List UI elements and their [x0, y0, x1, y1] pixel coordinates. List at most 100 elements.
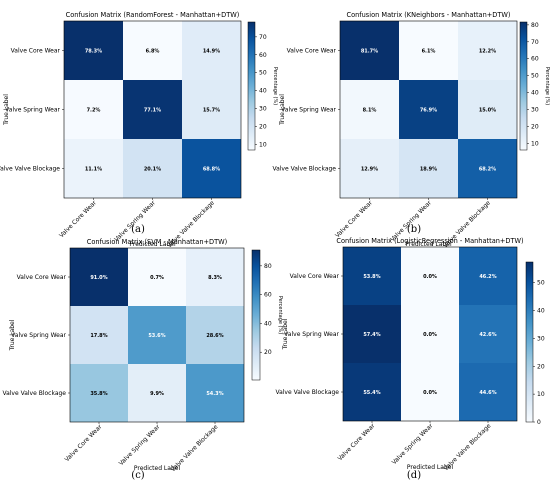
colorbar-tick-label: 50 [259, 70, 267, 77]
cell-value-label: 17.8% [90, 333, 107, 339]
x-tick-label: Valve Spring Wear [118, 423, 162, 467]
colorbar-tick-label: 40 [537, 308, 545, 315]
cell-value-label: 8.1% [363, 108, 377, 114]
colorbar-tick-label: 30 [537, 335, 545, 342]
colorbar-tick-label: 70 [531, 39, 539, 46]
x-axis-label: Predicted Label [405, 241, 452, 248]
x-tick-label: Valve Core Wear [337, 422, 377, 462]
y-tick-label: Valve Spring Wear [281, 107, 336, 114]
colorbar-tick-label: 0 [537, 419, 541, 426]
x-tick-label: Valve Core Wear [64, 423, 104, 463]
y-tick-label: Valve Core Wear [17, 274, 67, 281]
x-tick-label: Valve Core Wear [334, 199, 374, 239]
chart-title: Confusion Matrix (LogisticRegression - M… [336, 237, 523, 245]
y-axis-label: True Label [279, 94, 286, 126]
cell-value-label: 0.0% [423, 274, 437, 280]
heatmap-cell [459, 305, 517, 363]
cell-value-label: 68.2% [479, 167, 496, 173]
heatmap-cell [340, 80, 399, 139]
colorbar-tick-label: 40 [264, 320, 272, 327]
x-axis-label: Predicted Label [407, 464, 454, 471]
x-axis-label: Predicted Label [134, 465, 181, 472]
cell-value-label: 20.1% [144, 167, 161, 173]
heatmap-cell [458, 80, 517, 139]
cell-value-label: 12.9% [361, 167, 378, 173]
cell-value-label: 6.1% [422, 49, 436, 55]
colorbar-tick-label: 60 [259, 52, 267, 59]
heatmap-cell [70, 306, 128, 364]
caption-b: (b) [406, 224, 422, 235]
heatmap-cell [459, 363, 517, 421]
colorbar-tick-label: 50 [537, 280, 545, 287]
heatmap-cell [186, 364, 244, 422]
y-axis-label: True Label [282, 318, 289, 350]
colorbar [251, 249, 261, 381]
cell-value-label: 11.1% [85, 167, 102, 173]
colorbar-tick-label: 20 [531, 123, 539, 130]
heatmap-cell [343, 305, 401, 363]
y-tick-label: Valve Spring Wear [284, 331, 339, 338]
y-tick-label: Valve Core Wear [290, 273, 340, 280]
colorbar-label: Percentage (%) [277, 296, 283, 334]
colorbar-tick-label: 10 [531, 140, 539, 147]
cell-value-label: 57.4% [363, 332, 380, 338]
cell-value-label: 0.0% [423, 390, 437, 396]
colorbar-tick-label: 70 [259, 34, 267, 41]
colorbar-label: Percentage (%) [272, 67, 278, 105]
colorbar-tick-label: 10 [259, 141, 267, 148]
heatmap-cell [399, 21, 458, 80]
heatmap-cell [70, 248, 128, 306]
y-tick-label: Valve Spring Wear [11, 332, 66, 339]
y-tick-label: Valve Core Wear [287, 48, 337, 55]
colorbar-tick-label: 20 [264, 349, 272, 356]
heatmap-cell [70, 364, 128, 422]
heatmap-cell [182, 139, 241, 198]
colorbar-tick-label: 60 [264, 292, 272, 299]
confusion-matrix-3: Confusion Matrix (SVM - Manhattan+DTW) 91… [2, 238, 283, 473]
cell-value-label: 15.7% [203, 108, 220, 114]
y-tick-label: Valve Valve Blockage [275, 389, 339, 396]
x-tick-label: Valve Spring Wear [391, 422, 435, 466]
heatmap-cell [399, 80, 458, 139]
caption-a: (a) [131, 224, 145, 235]
heatmap-cell [343, 247, 401, 305]
heatmap-cell [458, 21, 517, 80]
cell-value-label: 44.6% [479, 390, 496, 396]
colorbar-tick-label: 80 [531, 22, 539, 29]
heatmap-cell [186, 306, 244, 364]
cell-value-label: 14.9% [203, 49, 220, 55]
heatmap-cell [123, 139, 182, 198]
cell-value-label: 55.4% [363, 390, 380, 396]
colorbar-tick-label: 40 [259, 88, 267, 95]
confusion-matrix-4: Confusion Matrix (LogisticRegression - M… [275, 237, 545, 472]
heatmap-cell [458, 139, 517, 198]
cell-value-label: 35.8% [90, 391, 107, 397]
heatmap-cell [401, 247, 459, 305]
heatmap-cell [401, 305, 459, 363]
heatmap-cell [64, 21, 123, 80]
heatmap-cell [64, 139, 123, 198]
y-axis-label: True Label [3, 94, 10, 126]
heatmap-cell [340, 21, 399, 80]
colorbar-tick-label: 30 [531, 107, 539, 114]
heatmap-cell [182, 80, 241, 139]
colorbar-tick-label: 10 [537, 391, 545, 398]
y-tick-label: Valve Valve Blockage [272, 166, 336, 173]
cell-value-label: 78.3% [85, 49, 102, 55]
x-tick-label: Valve Core Wear [58, 199, 98, 239]
colorbar [247, 21, 256, 151]
heatmap-cell [186, 248, 244, 306]
cell-value-label: 68.8% [203, 167, 220, 173]
heatmap-cell [340, 139, 399, 198]
heatmap-cell [64, 80, 123, 139]
cell-value-label: 42.6% [479, 332, 496, 338]
caption-c: (c) [131, 470, 145, 481]
colorbar-tick-label: 30 [259, 105, 267, 112]
cell-value-label: 8.3% [208, 275, 222, 281]
heatmap-cell [182, 21, 241, 80]
colorbar [525, 261, 534, 423]
colorbar-tick-label: 20 [537, 363, 545, 370]
cell-value-label: 53.8% [363, 274, 380, 280]
cell-value-label: 7.2% [87, 108, 101, 114]
